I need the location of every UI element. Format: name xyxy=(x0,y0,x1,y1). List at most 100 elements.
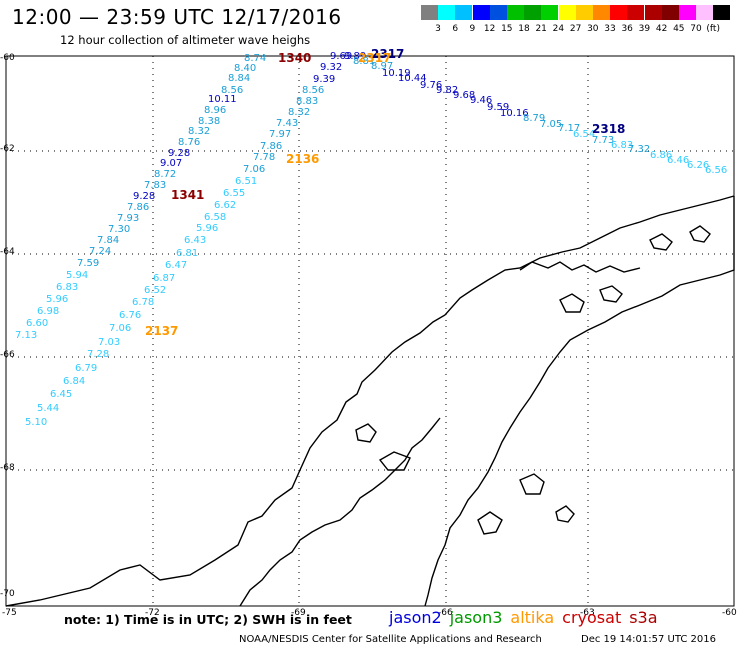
wave-height-label: 8.83 xyxy=(296,96,318,107)
latitude-label: -66 xyxy=(0,350,15,360)
page-subtitle: 12 hour collection of altimeter wave hei… xyxy=(60,33,311,47)
wave-height-label: 8.32 xyxy=(288,107,310,118)
longitude-label: -60 xyxy=(722,608,737,618)
colorbar-label: 9 xyxy=(469,24,476,34)
colorbar-label: (ft) xyxy=(706,24,720,34)
satellite-legend: jason2 jason3 altika cryosat s3a xyxy=(389,608,666,627)
colorbar-swatch xyxy=(507,5,524,20)
wave-height-label: 9.76 xyxy=(420,80,442,91)
wave-height-label: 6.55 xyxy=(223,188,245,199)
wave-height-label: 8.72 xyxy=(154,169,176,180)
colorbar-swatch xyxy=(472,5,490,20)
wave-height-label: 5.94 xyxy=(66,270,88,281)
wave-height-label: 7.73 xyxy=(592,135,614,146)
wave-height-label: 6.56 xyxy=(705,165,727,176)
wave-height-label: 7.86 xyxy=(260,141,282,152)
wave-height-label: 6.86 xyxy=(650,150,672,161)
colorbar-swatch xyxy=(438,5,456,20)
latitude-label: -62 xyxy=(0,144,15,154)
wave-height-label: 9.28 xyxy=(168,148,190,159)
wave-height-label: 9.82 xyxy=(436,85,458,96)
wave-height-label: 10.19 xyxy=(382,68,411,79)
colorbar-swatch xyxy=(679,5,696,20)
colorbar-label: 42 xyxy=(655,24,668,34)
wave-height-label: 7.06 xyxy=(109,323,131,334)
wave-height-label: 6.78 xyxy=(132,297,154,308)
wave-height-label: 6.83 xyxy=(611,140,633,151)
wave-height-label: 6.83 xyxy=(56,282,78,293)
wave-height-label: 7.30 xyxy=(108,224,130,235)
colorbar-label: 12 xyxy=(483,24,496,34)
pass-time-label: 2136 xyxy=(286,152,319,166)
wave-height-label: 9.32 xyxy=(320,62,342,73)
wave-height-label: 7.17 xyxy=(558,123,580,134)
wave-height-label: 10.11 xyxy=(208,94,237,105)
colorbar-swatch xyxy=(627,5,645,20)
wave-height-label: 6.58 xyxy=(204,212,226,223)
colorbar-label: 33 xyxy=(604,24,616,34)
wave-height-label: 9.89 xyxy=(344,51,366,62)
wave-height-label: 5.96 xyxy=(196,223,218,234)
wave-height-labels: 8.748.408.848.5610.118.968.388.328.769.2… xyxy=(15,47,727,428)
wave-height-label: 8.56 xyxy=(302,85,324,96)
wave-height-label: 6.45 xyxy=(50,389,72,400)
wave-height-label: 10.44 xyxy=(398,73,427,84)
wave-height-label: 6.62 xyxy=(214,200,236,211)
wave-height-label: 7.24 xyxy=(89,246,111,257)
legend-item-jason2: jason2 xyxy=(389,608,442,627)
colorbar-label: 36 xyxy=(621,24,633,34)
wave-height-label: 7.28 xyxy=(87,349,109,360)
latitude-label: -70 xyxy=(0,589,15,599)
pass-time-label: 2317 xyxy=(358,51,391,65)
wave-height-label: 7.86 xyxy=(127,202,149,213)
wave-height-label: 6.81 xyxy=(176,248,198,259)
colorbar-swatch xyxy=(489,5,507,20)
wave-height-label: 7.84 xyxy=(97,235,119,246)
wave-height-label: 5.10 xyxy=(25,417,47,428)
legend-item-cryosat: cryosat xyxy=(562,608,622,627)
longitude-label: -66 xyxy=(438,608,453,618)
wave-height-label: 6.76 xyxy=(119,310,141,321)
wave-height-label: 7.78 xyxy=(253,152,275,163)
colorbar-swatch xyxy=(610,5,628,20)
colorbar-swatch xyxy=(593,5,610,20)
wave-height-label: 8.40 xyxy=(234,63,256,74)
wave-height-label: 6.87 xyxy=(153,273,175,284)
wave-height-label: 8.56 xyxy=(221,85,243,96)
wave-height-label: 6.79 xyxy=(75,363,97,374)
colorbar-label: 39 xyxy=(638,24,651,34)
colorbar-swatch xyxy=(696,5,714,20)
wave-height-label: 8.97 xyxy=(371,61,393,72)
wave-height-label: 9.39 xyxy=(313,74,335,85)
wave-height-label: 7.32 xyxy=(628,144,650,155)
colorbar-label: 30 xyxy=(587,24,599,34)
wave-height-label: 7.06 xyxy=(243,164,265,175)
colorbar-swatch xyxy=(421,5,438,20)
wave-height-label: 7.83 xyxy=(144,180,166,191)
colorbar-label: 3 xyxy=(435,24,441,34)
longitude-label: -69 xyxy=(291,608,306,618)
legend-item-jason3: jason3 xyxy=(449,608,503,627)
wave-height-label: 5.44 xyxy=(37,403,59,414)
colorbar-label: 45 xyxy=(673,24,685,34)
wave-height-label: 7.59 xyxy=(77,258,99,269)
wave-height-label: 9.46 xyxy=(470,95,492,106)
wave-height-label: 8.38 xyxy=(198,116,220,127)
wave-height-label: 7.93 xyxy=(117,213,139,224)
colorbar-label: 18 xyxy=(518,24,530,34)
wave-height-label: 9.69 xyxy=(330,51,352,62)
pass-time-label: 1341 xyxy=(171,188,204,202)
wave-height-label: 6.46 xyxy=(667,155,689,166)
longitude-label: -75 xyxy=(2,608,17,618)
units-note: note: 1) Time is in UTC; 2) SWH is in fe… xyxy=(64,612,352,627)
colorbar-label: 24 xyxy=(552,24,565,34)
wave-height-label: 7.43 xyxy=(276,118,298,129)
wave-height-label: 6.51 xyxy=(235,176,257,187)
latitude-label: -68 xyxy=(0,463,15,473)
legend-item-s3a: s3a xyxy=(629,608,658,627)
wave-height-label: 6.47 xyxy=(165,260,187,271)
map-frame xyxy=(5,55,735,607)
wave-height-label: 6.60 xyxy=(26,318,48,329)
antarctic-peninsula-coastline xyxy=(5,195,735,607)
